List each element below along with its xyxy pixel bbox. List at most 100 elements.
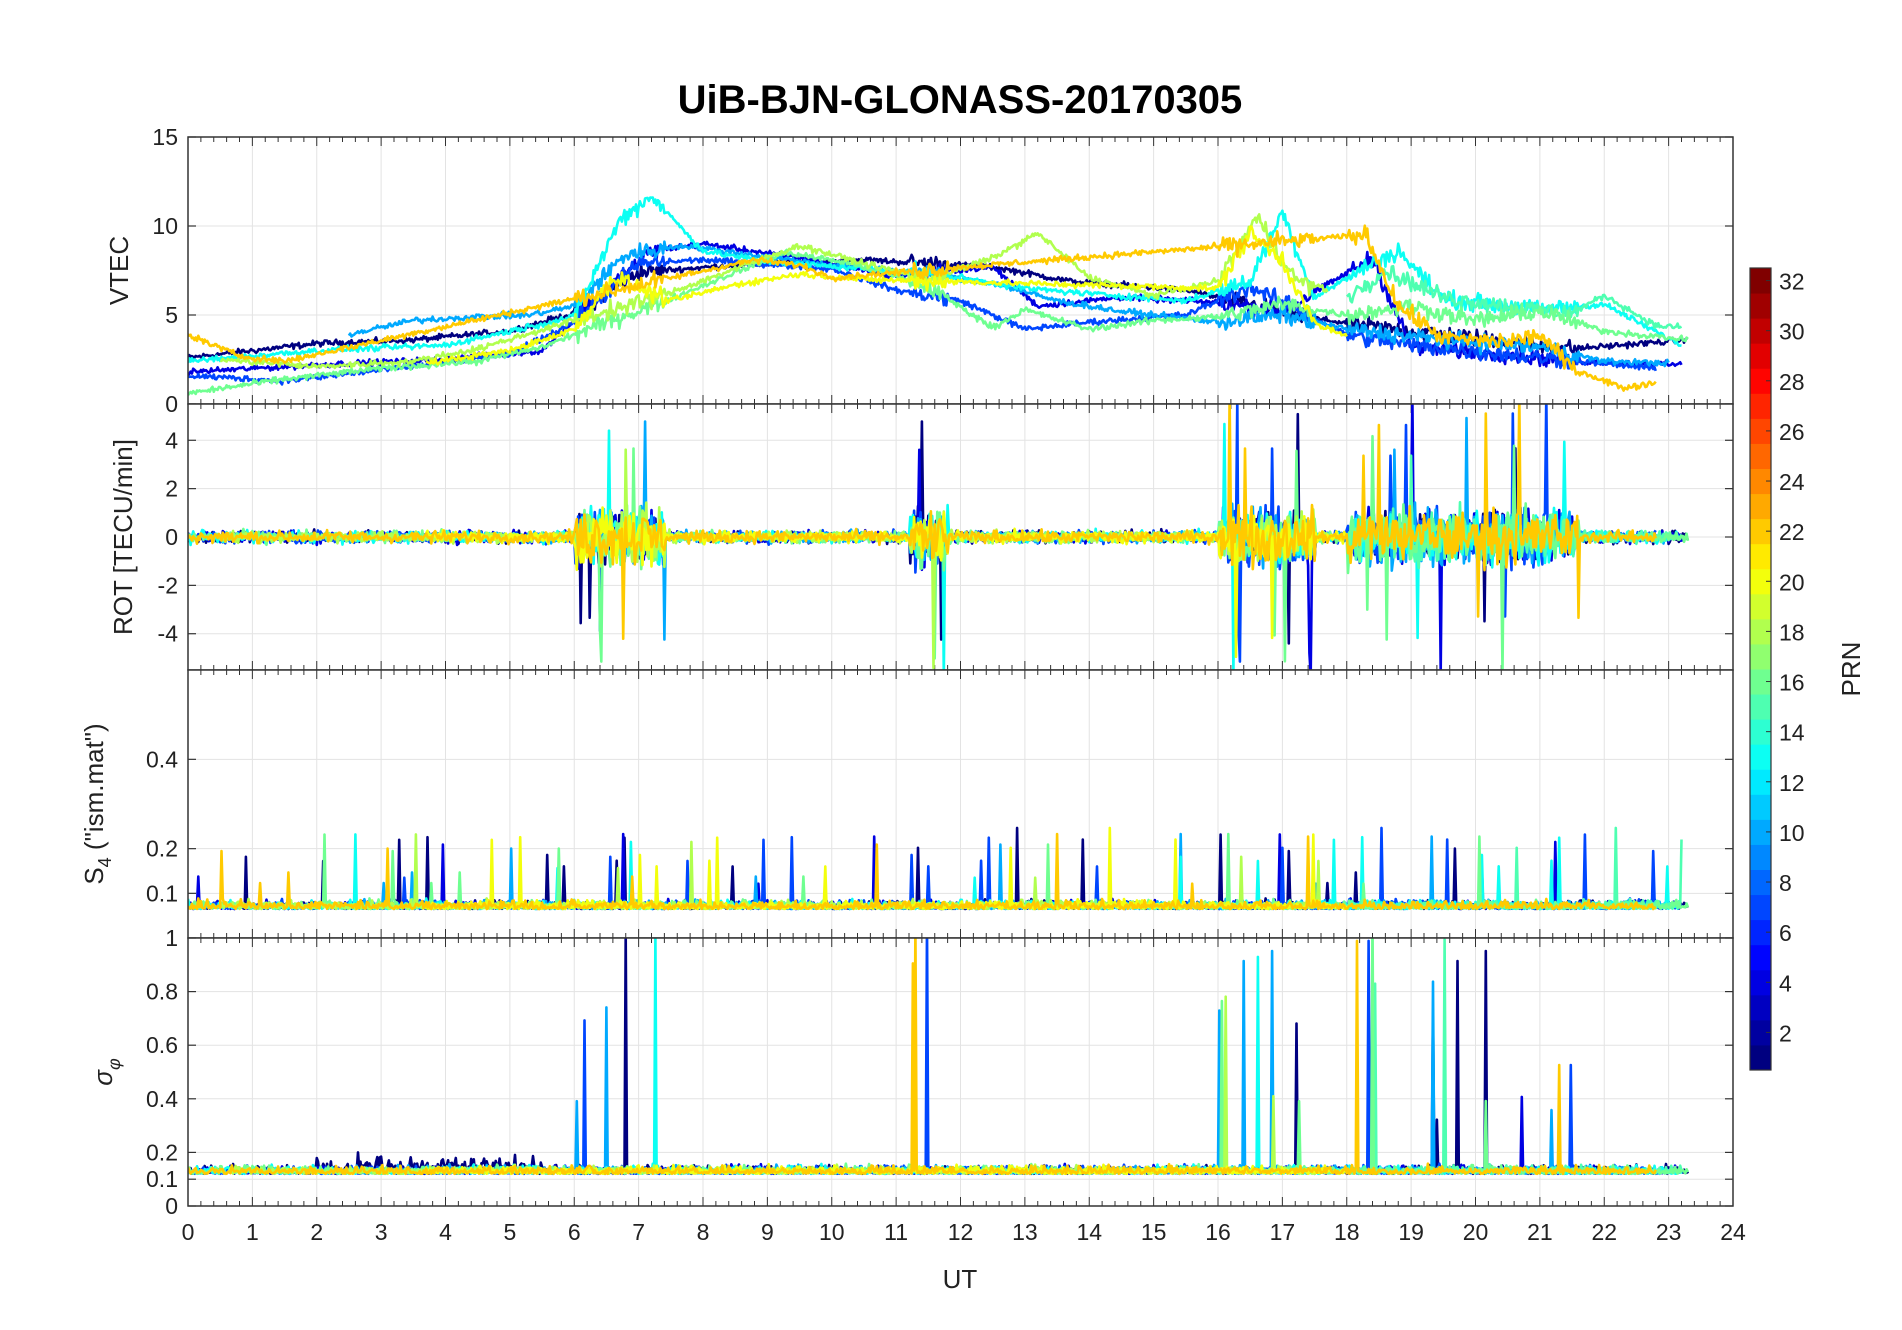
colorbar-tick-label: 28	[1779, 369, 1805, 395]
x-tick-label: 15	[1141, 1219, 1167, 1245]
y-tick-label: 0.1	[146, 880, 178, 906]
x-tick-label: 7	[632, 1219, 645, 1245]
y-axis-label-vtec: VTEC	[104, 236, 134, 305]
series-line-prn-22	[188, 404, 1657, 640]
y-tick-label: -4	[158, 621, 179, 647]
colorbar-segment	[1750, 618, 1771, 645]
x-axis: 0 1 2 3 4 5 6 7 8 9 10 11 12 13 14 15 16 17 18 19 20 21 22 23 24	[182, 1219, 1746, 1245]
colorbar-tick-label: 32	[1779, 269, 1805, 295]
x-tick-label: 2	[310, 1219, 323, 1245]
y-tick-label: 0.1	[146, 1166, 178, 1192]
panel-vtec: 0 5 10 15 VTEC	[104, 124, 1734, 417]
y-tick-label: -2	[158, 572, 178, 598]
x-tick-label: 5	[503, 1219, 516, 1245]
colorbar-tick-label: 22	[1779, 519, 1805, 545]
x-axis-label: UT	[943, 1264, 978, 1294]
colorbar-segment	[1750, 543, 1771, 570]
x-tick-label: 12	[948, 1219, 974, 1245]
x-tick-label: 23	[1656, 1219, 1682, 1245]
colorbar-segment	[1750, 944, 1771, 971]
x-tick-label: 9	[761, 1219, 774, 1245]
series-line-prn-22	[188, 938, 1657, 1176]
colorbar-tick-label: 16	[1779, 670, 1805, 696]
series-line-prn-22	[188, 224, 1657, 392]
colorbar-tick-label: 2	[1779, 1020, 1792, 1046]
colorbar-segment	[1750, 994, 1771, 1021]
colorbar-segment	[1750, 694, 1771, 720]
chart-title: UiB-BJN-GLONASS-20170305	[678, 78, 1243, 122]
y-tick-label: 5	[165, 302, 178, 328]
panel-s4: 0.1 0.2 0.4 S4 ("ism.mat")	[79, 669, 1734, 939]
x-tick-label: 1	[246, 1219, 259, 1245]
x-tick-label: 11	[884, 1219, 908, 1245]
colorbar-label: PRN	[1836, 642, 1866, 697]
colorbar-segment	[1750, 568, 1771, 595]
colorbar-frame	[1749, 267, 1772, 1071]
colorbar-segment	[1750, 443, 1771, 469]
y-tick-label: 0.6	[146, 1032, 178, 1058]
colorbar-tick-label: 26	[1779, 419, 1805, 445]
colorbar-segment	[1750, 593, 1771, 620]
x-tick-label: 10	[819, 1219, 845, 1245]
y-axis-label-s4: S4 ("ism.mat")	[79, 723, 115, 884]
y-axis-label-rot: ROT [TECU/min]	[108, 439, 138, 635]
series-line-prn-20	[425, 225, 1348, 366]
y-tick-label: 0.2	[146, 1139, 178, 1165]
y-tick-label: 0	[165, 524, 178, 550]
colorbar-segment	[1750, 368, 1771, 394]
y-tick-label: 15	[152, 124, 178, 150]
x-tick-label: 16	[1205, 1219, 1231, 1245]
x-tick-label: 8	[697, 1219, 710, 1245]
colorbar-segment	[1750, 819, 1771, 845]
panel-rot: -4 -2 0 2 4 ROT [TECU/min]	[108, 403, 1734, 671]
colorbar-segment	[1750, 643, 1771, 670]
x-tick-label: 0	[182, 1219, 195, 1245]
colorbar-segment	[1750, 293, 1771, 319]
colorbar-tick-label: 10	[1779, 820, 1805, 846]
y-tick-label: 1	[165, 925, 178, 951]
y-tick-label: 0	[165, 391, 178, 417]
colorbar-segment	[1750, 919, 1771, 946]
colorbar-segment	[1750, 1019, 1771, 1046]
x-tick-label: 24	[1720, 1219, 1746, 1245]
colorbar-segment	[1750, 393, 1771, 419]
colorbar-segment	[1750, 268, 1771, 294]
y-tick-label: 0.2	[146, 836, 178, 862]
x-tick-label: 3	[375, 1219, 388, 1245]
x-tick-label: 18	[1334, 1219, 1360, 1245]
y-tick-label: 2	[165, 476, 178, 502]
colorbar-segment	[1750, 468, 1771, 495]
colorbar-tick-label: 30	[1779, 319, 1805, 345]
colorbar-segment	[1750, 493, 1771, 520]
series-line-prn-18	[219, 213, 1329, 370]
x-tick-label: 22	[1591, 1219, 1617, 1245]
colorbar-tick-label: 8	[1779, 870, 1792, 896]
x-tick-label: 4	[439, 1219, 452, 1245]
y-tick-label: 10	[152, 213, 178, 239]
x-tick-label: 20	[1463, 1219, 1489, 1245]
axes-box-sigma	[187, 937, 1734, 1207]
colorbar-tick-label: 14	[1779, 720, 1805, 746]
colorbar-segment	[1750, 869, 1771, 896]
colorbar-tick-label: 24	[1779, 469, 1805, 495]
colorbar-tick-label: 4	[1779, 970, 1792, 996]
colorbar-segment	[1750, 769, 1771, 795]
colorbar-tick-label: 20	[1779, 569, 1805, 595]
colorbar-segment	[1750, 969, 1771, 996]
x-tick-label: 21	[1527, 1219, 1553, 1245]
colorbar-segment	[1750, 794, 1771, 820]
y-tick-label: 4	[165, 427, 178, 453]
colorbar-segment	[1750, 894, 1771, 921]
colorbar-segment	[1750, 418, 1771, 444]
y-tick-label: 0	[165, 1193, 178, 1219]
colorbar-segment	[1750, 1044, 1771, 1071]
y-tick-label: 0.4	[146, 746, 178, 772]
x-tick-label: 13	[1012, 1219, 1038, 1245]
colorbar-segment	[1750, 669, 1771, 695]
y-tick-label: 0.8	[146, 979, 178, 1005]
colorbar-segment	[1750, 719, 1771, 745]
series-line-prn-15	[1346, 264, 1683, 330]
x-tick-label: 19	[1398, 1219, 1424, 1245]
